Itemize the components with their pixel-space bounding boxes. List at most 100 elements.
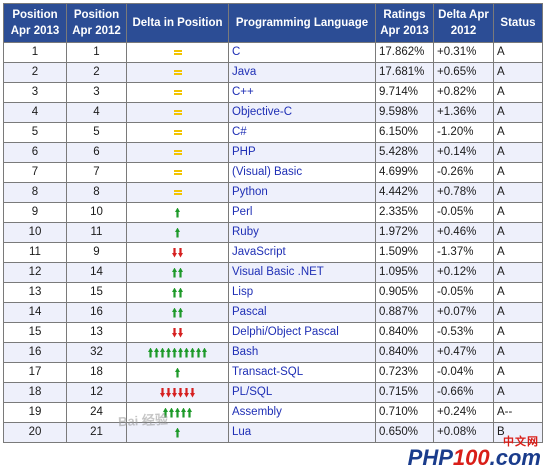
language-link[interactable]: JavaScript — [232, 246, 286, 258]
language-link[interactable]: Ruby — [232, 226, 259, 238]
language-link[interactable]: Java — [232, 66, 257, 78]
language-link[interactable]: C++ — [232, 86, 254, 98]
language-link[interactable]: C — [232, 46, 241, 58]
header-language: Programming Language — [228, 3, 376, 43]
delta-indicator — [172, 243, 184, 262]
arrow-up-icon — [160, 347, 165, 358]
table-row: 2 2 Java 17.681% +0.65% A — [3, 62, 543, 83]
watermark-php-text: PHP100.com — [407, 445, 541, 470]
equals-icon — [173, 110, 182, 115]
header-row: Position Apr 2013 Position Apr 2012 Delt… — [3, 3, 543, 43]
position-2013-cell: 13 — [3, 282, 67, 303]
language-link[interactable]: Lua — [232, 426, 252, 438]
delta-cell: +0.46% — [433, 222, 494, 243]
equals-icon — [173, 150, 182, 155]
table-row: 9 10 Perl 2.335% -0.05% A — [3, 202, 543, 223]
delta-indicator — [172, 323, 184, 342]
language-cell: Lua — [228, 422, 376, 443]
delta-position-cell — [126, 162, 229, 183]
delta-indicator — [173, 43, 182, 62]
table-row: 12 14 Visual Basic .NET 1.095% +0.12% A — [3, 262, 543, 283]
delta-cell: +0.82% — [433, 82, 494, 103]
position-2012-cell: 9 — [66, 242, 127, 263]
status-cell: A — [493, 42, 543, 63]
position-2013-cell: 1 — [3, 42, 67, 63]
language-link[interactable]: PL/SQL — [232, 386, 273, 398]
language-link[interactable]: Assembly — [232, 406, 282, 418]
delta-position-cell — [126, 342, 229, 363]
tiobe-index-table: Position Apr 2013 Position Apr 2012 Delt… — [3, 3, 543, 443]
language-link[interactable]: Python — [232, 186, 268, 198]
arrow-up-icon — [178, 267, 183, 278]
delta-position-cell — [126, 262, 229, 283]
language-link[interactable]: Bash — [232, 346, 259, 358]
delta-position-cell — [126, 42, 229, 63]
equals-icon — [173, 190, 182, 195]
table-row: 11 9 JavaScript 1.509% -1.37% A — [3, 242, 543, 263]
arrow-up-icon — [175, 407, 180, 418]
delta-cell: -1.37% — [433, 242, 494, 263]
equals-icon — [173, 90, 182, 95]
rating-cell: 2.335% — [375, 202, 434, 223]
delta-indicator — [175, 203, 181, 222]
delta-position-cell — [126, 402, 229, 423]
language-cell: C++ — [228, 82, 376, 103]
table-row: 15 13 Delphi/Object Pascal 0.840% -0.53% A — [3, 322, 543, 343]
header-position-2012: Position Apr 2012 — [66, 3, 127, 43]
delta-cell: -0.05% — [433, 282, 494, 303]
position-2013-cell: 14 — [3, 302, 67, 323]
status-cell: A — [493, 282, 543, 303]
delta-cell: +0.24% — [433, 402, 494, 423]
language-cell: C# — [228, 122, 376, 143]
language-link[interactable]: Objective-C — [232, 106, 293, 118]
position-2013-cell: 15 — [3, 322, 67, 343]
position-2013-cell: 10 — [3, 222, 67, 243]
delta-indicator — [172, 283, 184, 302]
position-2013-cell: 7 — [3, 162, 67, 183]
position-2012-cell: 15 — [66, 282, 127, 303]
status-cell: A — [493, 342, 543, 363]
position-2012-cell: 32 — [66, 342, 127, 363]
position-2012-cell: 1 — [66, 42, 127, 63]
table-row: 4 4 Objective-C 9.598% +1.36% A — [3, 102, 543, 123]
language-cell: JavaScript — [228, 242, 376, 263]
arrow-up-icon — [172, 307, 177, 318]
delta-position-cell — [126, 322, 229, 343]
status-cell: A — [493, 62, 543, 83]
position-2012-cell: 5 — [66, 122, 127, 143]
position-2013-cell: 5 — [3, 122, 67, 143]
language-link[interactable]: Visual Basic .NET — [232, 266, 324, 278]
delta-indicator — [173, 103, 182, 122]
language-link[interactable]: C# — [232, 126, 247, 138]
position-2013-cell: 11 — [3, 242, 67, 263]
table-row: 7 7 (Visual) Basic 4.699% -0.26% A — [3, 162, 543, 183]
language-link[interactable]: Transact-SQL — [232, 366, 304, 378]
delta-cell: -0.26% — [433, 162, 494, 183]
language-cell: C — [228, 42, 376, 63]
table-row: 18 12 PL/SQL 0.715% -0.66% A — [3, 382, 543, 403]
delta-cell: +0.07% — [433, 302, 494, 323]
status-cell: A — [493, 362, 543, 383]
language-link[interactable]: Perl — [232, 206, 253, 218]
arrow-up-icon — [169, 407, 174, 418]
arrow-down-icon — [172, 387, 177, 398]
status-cell: A — [493, 142, 543, 163]
position-2013-cell: 3 — [3, 82, 67, 103]
delta-indicator — [173, 123, 182, 142]
table-row: 13 15 Lisp 0.905% -0.05% A — [3, 282, 543, 303]
table-row: 16 32 Bash 0.840% +0.47% A — [3, 342, 543, 363]
table-row: 5 5 C# 6.150% -1.20% A — [3, 122, 543, 143]
status-cell: A — [493, 382, 543, 403]
language-link[interactable]: PHP — [232, 146, 256, 158]
rating-cell: 1.095% — [375, 262, 434, 283]
language-link[interactable]: Lisp — [232, 286, 254, 298]
language-link[interactable]: (Visual) Basic — [232, 166, 303, 178]
delta-cell: +0.12% — [433, 262, 494, 283]
position-2012-cell: 6 — [66, 142, 127, 163]
language-link[interactable]: Delphi/Object Pascal — [232, 326, 339, 338]
rating-cell: 17.862% — [375, 42, 434, 63]
table-row: 14 16 Pascal 0.887% +0.07% A — [3, 302, 543, 323]
language-link[interactable]: Pascal — [232, 306, 267, 318]
delta-indicator — [148, 343, 208, 362]
status-cell: A — [493, 182, 543, 203]
